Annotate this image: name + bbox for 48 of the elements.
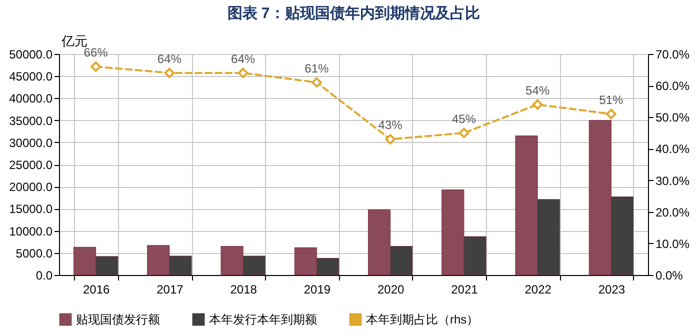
x-tick-label: 2023	[598, 282, 626, 296]
x-tick-label: 2022	[524, 282, 552, 296]
y-tick-label: 30000.0	[9, 136, 53, 150]
point	[606, 108, 616, 120]
y2-tick-label: 30.0%	[656, 174, 690, 188]
y-tick-label: 40000.0	[9, 92, 53, 106]
data-label: 51%	[599, 92, 624, 107]
legend-label: 本年到期占比（rhs）	[366, 312, 479, 327]
y-tick-label: 25000.0	[9, 158, 53, 172]
y2-tick-label: 60.0%	[656, 79, 690, 94]
y-tick-label: 5000.0	[16, 246, 53, 260]
y2-tick-label: 20.0%	[656, 205, 690, 220]
legend-label: 贴现国债发行额	[76, 312, 160, 327]
y2-tick-label: 0.0%	[656, 268, 684, 282]
x-tick-label: 2018	[230, 282, 258, 296]
x-tick-label: 2020	[377, 282, 404, 296]
legend-label: 本年发行本年到期额	[209, 312, 317, 327]
data-label: 64%	[157, 52, 182, 66]
data-label: 66%	[84, 46, 108, 60]
y2-tick-label: 70.0%	[656, 48, 690, 62]
x-tick-label: 2017	[156, 282, 184, 296]
y2-tick-label: 50.0%	[656, 110, 690, 125]
data-label: 45%	[452, 112, 476, 126]
y2-tick-label: 40.0%	[656, 142, 690, 156]
y-tick-label: 35000.0	[9, 114, 53, 128]
x-tick-label: 2021	[451, 282, 478, 296]
data-label: 64%	[231, 52, 256, 66]
y-tick-label: 45000.0	[9, 70, 53, 84]
y-tick-label: 10000.0	[9, 224, 53, 238]
point	[458, 128, 470, 138]
y-tick-label: 0.0	[36, 268, 53, 282]
point	[385, 134, 396, 144]
point	[164, 68, 175, 78]
y-axis-title: 亿元	[60, 34, 88, 48]
x-tick-label: 2016	[82, 282, 110, 296]
point	[238, 68, 248, 78]
y-tick-label: 20000.0	[9, 180, 53, 194]
data-label: 61%	[304, 61, 330, 76]
data-label: 54%	[526, 84, 550, 98]
point	[532, 99, 543, 110]
chart-title: 图表 7：贴现国债年内到期情况及占比	[227, 5, 480, 22]
y-tick-label: 50000.0	[9, 48, 53, 62]
x-tick-label: 2019	[304, 282, 331, 296]
y-tick-label: 15000.0	[9, 202, 53, 216]
data-label: 43%	[378, 118, 403, 132]
y2-tick-label: 10.0%	[656, 236, 690, 251]
point	[312, 77, 322, 88]
point	[90, 61, 101, 72]
